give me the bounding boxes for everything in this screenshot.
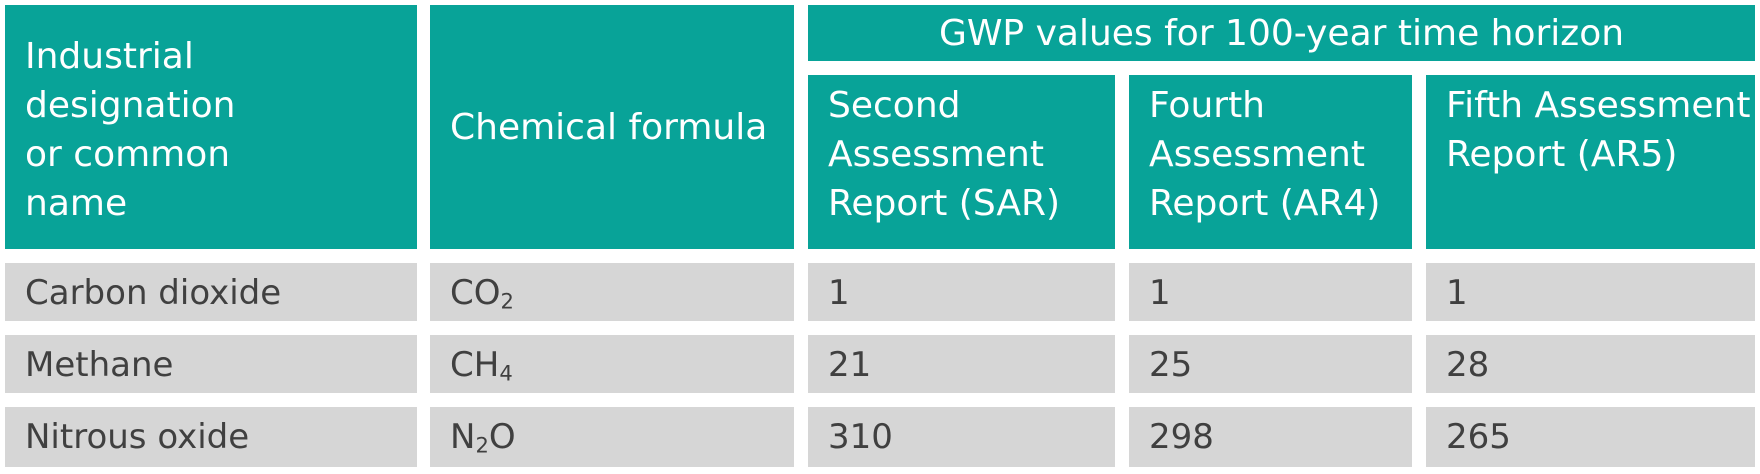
row-3-formula-subscript: 2 [475,432,489,458]
header-sar: Second Assessment Report (SAR) [808,75,1115,249]
table-row-1-name: Carbon dioxide [5,263,417,321]
table-row-3-name: Nitrous oxide [5,407,417,467]
header-chemical-formula: Chemical formula [430,5,794,249]
row-1-formula-main: CO [450,273,501,313]
row-1-ar5: 1 [1446,273,1468,313]
header-ar5-label: Fifth Assessment Report (AR5) [1446,85,1751,175]
row-2-formula-subscript: 4 [499,360,513,386]
row-3-formula-main: N [450,417,476,457]
row-2-formula-main: CH [450,345,500,385]
row-2-ar4: 25 [1149,345,1193,385]
table-row-3-ar4: 298 [1129,407,1412,467]
table-row-2-ar5: 28 [1426,335,1755,393]
row-1-sar: 1 [828,273,850,313]
header-chemical-formula-label: Chemical formula [450,106,768,148]
row-3-name: Nitrous oxide [25,417,250,457]
header-gwp-group: GWP values for 100-year time horizon [808,5,1755,61]
table-row-2-name: Methane [5,335,417,393]
header-sar-label: Second Assessment Report (SAR) [828,85,1061,224]
table-row-2-ar4: 25 [1129,335,1412,393]
row-2-ar5: 28 [1446,345,1490,385]
row-3-ar4: 298 [1149,417,1214,457]
header-ar4: Fourth Assessment Report (AR4) [1129,75,1412,249]
row-3-ar5: 265 [1446,417,1511,457]
header-common-name: Industrial designation or common name [5,5,417,249]
header-gwp-group-label: GWP values for 100-year time horizon [938,12,1625,54]
table-row-2-formula: CH4 [430,335,794,393]
table-row-3-ar5: 265 [1426,407,1755,467]
table-row-1-ar5: 1 [1426,263,1755,321]
table-row-3-formula: N2O [430,407,794,467]
header-ar5: Fifth Assessment Report (AR5) [1426,75,1755,249]
row-3-sar: 310 [828,417,893,457]
row-3-formula-post: O [488,417,516,457]
header-common-name-label: Industrial designation or common name [25,36,236,224]
table-row-1-sar: 1 [808,263,1115,321]
row-1-formula-subscript: 2 [500,288,514,314]
table-row-1-formula: CO2 [430,263,794,321]
table-row-1-ar4: 1 [1129,263,1412,321]
row-2-name: Methane [25,345,174,385]
row-2-sar: 21 [828,345,872,385]
table-row-3-sar: 310 [808,407,1115,467]
row-1-ar4: 1 [1149,273,1171,313]
row-1-name: Carbon dioxide [25,273,282,313]
header-ar4-label: Fourth Assessment Report (AR4) [1149,85,1381,224]
table-row-2-sar: 21 [808,335,1115,393]
